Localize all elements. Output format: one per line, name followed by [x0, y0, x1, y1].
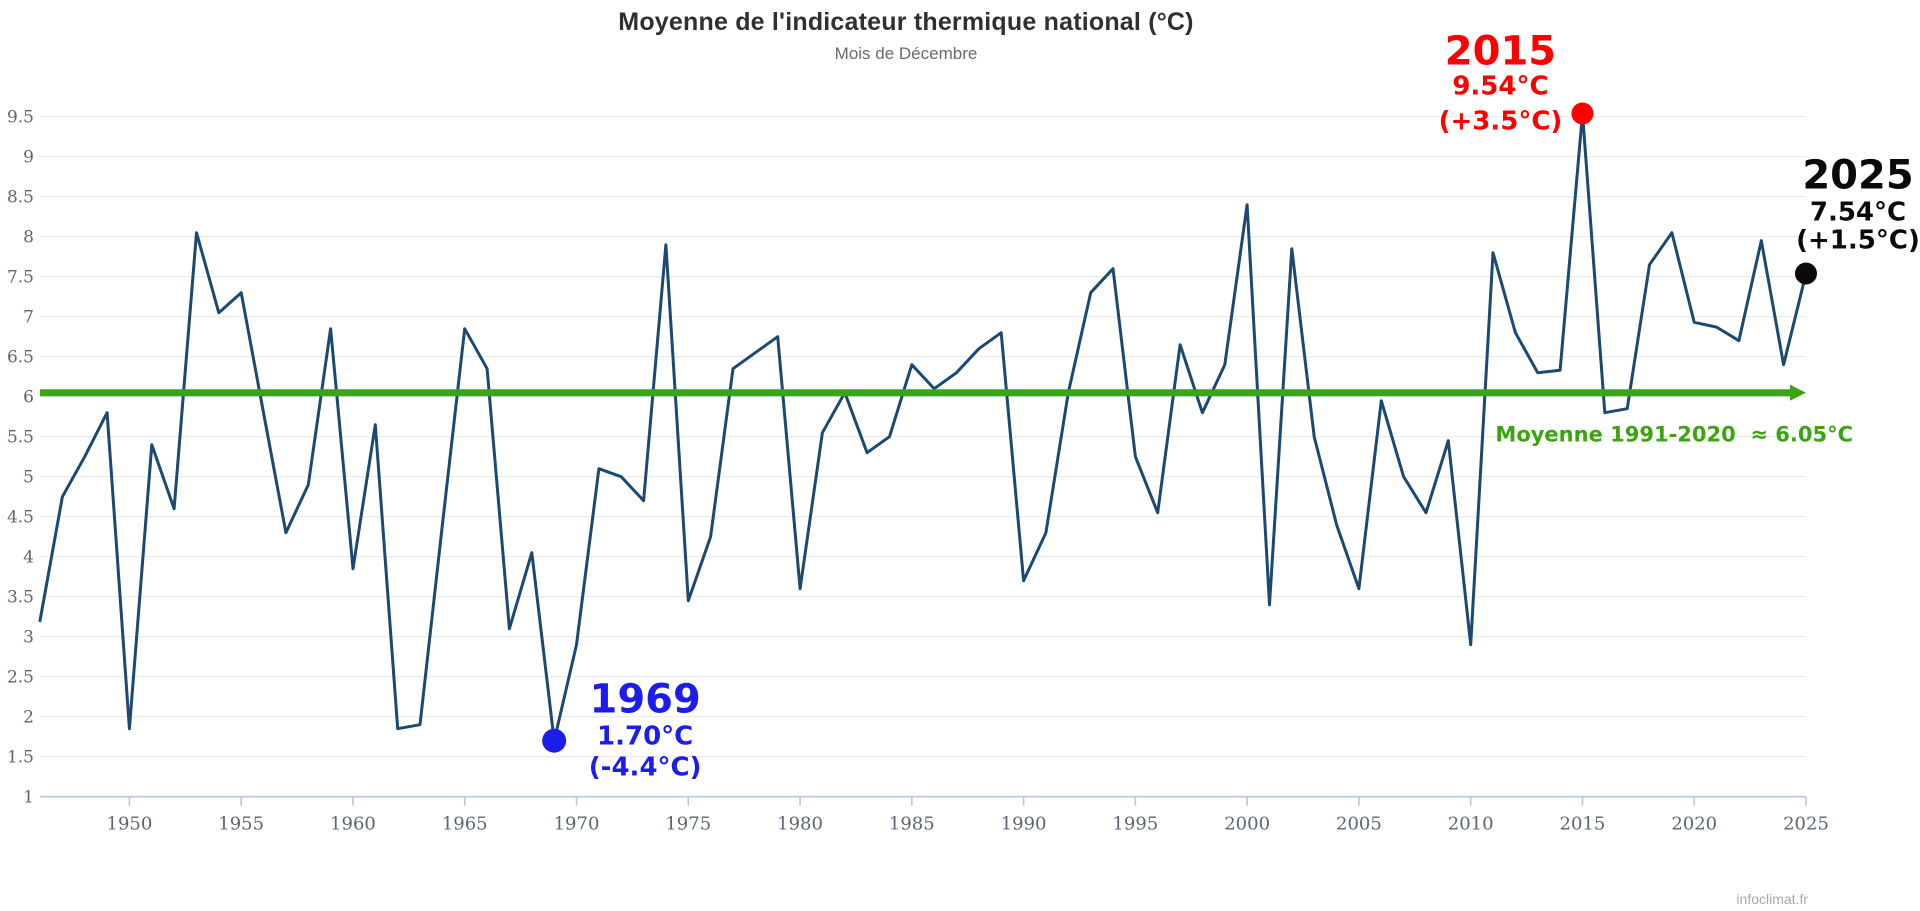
y-axis-tick-label: 6: [23, 388, 34, 408]
reference-mean-arrowhead: [1790, 384, 1806, 401]
annotation-anomaly-record-low-1969: (-4.4°C): [589, 753, 702, 783]
y-axis-tick-label: 5.5: [7, 428, 34, 448]
annotation-value-record-high-2015: 9.54°C: [1452, 72, 1548, 102]
x-axis-tick-label: 1965: [442, 814, 488, 835]
y-axis-tick-label: 7.5: [7, 268, 34, 288]
x-axis-tick-label: 1975: [665, 814, 711, 835]
y-axis-tick-label: 3: [23, 628, 34, 648]
y-axis-tick-label: 6.5: [7, 348, 34, 368]
annotation-value-latest-2025: 7.54°C: [1810, 198, 1906, 228]
y-axis-tick-label: 9.5: [7, 108, 34, 128]
x-axis-tick-label: 2010: [1448, 814, 1494, 835]
annotation-dot-record-high-2015: [1571, 102, 1594, 125]
x-axis-tick-label: 1990: [1001, 814, 1047, 835]
x-axis-tick-label: 1960: [330, 814, 376, 835]
annotation-anomaly-latest-2025: (+1.5°C): [1796, 226, 1920, 256]
y-axis-tick-label: 4: [23, 548, 34, 568]
x-axis-tick-label: 1985: [889, 814, 935, 835]
x-axis-tick-label: 2025: [1783, 814, 1829, 835]
y-axis-tick-label: 2: [23, 708, 34, 728]
y-axis-tick-label: 7: [23, 308, 34, 328]
y-axis-tick-label: 1: [23, 788, 34, 808]
x-axis-tick-label: 1995: [1112, 814, 1158, 835]
x-axis-tick-label: 1970: [554, 814, 600, 835]
annotation-dot-latest-2025: [1795, 262, 1817, 285]
x-axis-tick-label: 1955: [218, 814, 264, 835]
y-axis-tick-label: 1.5: [7, 748, 34, 768]
x-axis-tick-label: 2020: [1671, 814, 1717, 835]
chart-subtitle: Mois de Décembre: [834, 44, 978, 63]
x-axis-tick-label: 2005: [1336, 814, 1382, 835]
annotation-title-record-high-2015: 2015: [1445, 29, 1556, 75]
reference-mean-label: Moyenne 1991-2020 ≈ 6.05°C: [1495, 423, 1853, 447]
x-axis-tick-label: 1980: [777, 814, 823, 835]
annotation-anomaly-record-high-2015: (+3.5°C): [1439, 107, 1563, 137]
y-axis-tick-label: 2.5: [7, 668, 34, 688]
y-axis-tick-label: 8: [23, 228, 34, 248]
annotation-title-record-low-1969: 1969: [589, 677, 700, 723]
y-axis-tick-label: 9: [23, 148, 34, 168]
y-axis-tick-label: 3.5: [7, 588, 34, 608]
x-axis-tick-label: 1950: [107, 814, 153, 835]
x-axis-tick-label: 2015: [1560, 814, 1606, 835]
y-axis-tick-label: 4.5: [7, 508, 34, 528]
annotation-title-latest-2025: 2025: [1802, 153, 1913, 199]
annotation-value-record-low-1969: 1.70°C: [597, 722, 693, 752]
y-axis-tick-label: 8.5: [7, 188, 34, 208]
y-axis-tick-label: 5: [23, 468, 34, 488]
watermark: infoclimat.fr: [1736, 891, 1808, 907]
x-axis-tick-label: 2000: [1224, 814, 1270, 835]
annotation-dot-record-low-1969: [542, 728, 567, 753]
chart-title: Moyenne de l'indicateur thermique nation…: [618, 8, 1194, 36]
temperature-series-line: [38, 112, 1808, 743]
